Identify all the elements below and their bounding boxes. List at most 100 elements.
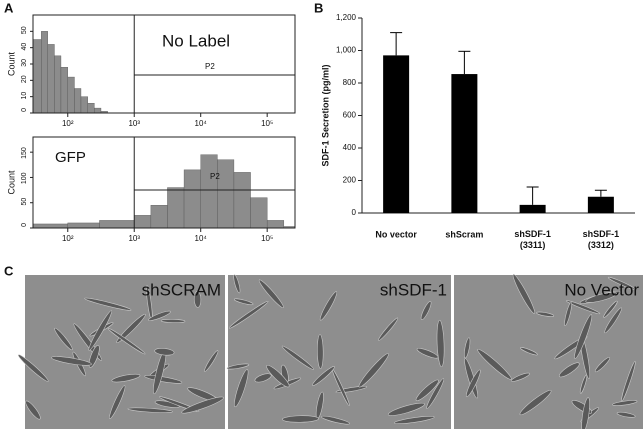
cell — [585, 292, 618, 303]
histogram-bar — [47, 44, 55, 114]
cell — [109, 385, 126, 419]
x-tick-label: 10⁴ — [195, 234, 208, 243]
x-tick-label: 10⁵ — [261, 234, 273, 243]
cell — [281, 345, 314, 370]
plot-frame — [32, 136, 296, 229]
image-label: shSDF-1 — [380, 280, 447, 299]
histogram-bar — [167, 187, 185, 229]
cell — [18, 354, 49, 382]
histogram-bar — [32, 39, 42, 114]
y-tick-label: 20 — [21, 75, 28, 83]
cell — [254, 373, 272, 383]
cell — [558, 362, 580, 378]
cell — [536, 311, 555, 317]
image-label: shSCRAM — [142, 280, 221, 299]
image-label: No Vector — [564, 280, 639, 299]
y-tick-label: 800 — [343, 78, 357, 87]
y-tick-label: 1,000 — [336, 46, 357, 55]
cell — [228, 300, 269, 329]
y-tick-label: 50 — [21, 26, 28, 34]
panel-label: C — [4, 263, 14, 278]
y-tick-label: 30 — [21, 59, 28, 67]
cell — [477, 348, 512, 380]
y-tick-label: 0 — [352, 208, 357, 217]
histogram-bar — [200, 154, 218, 229]
cell — [519, 389, 552, 416]
cell — [581, 397, 590, 429]
cell — [84, 297, 132, 311]
cell — [511, 372, 530, 382]
panel-label: A — [4, 0, 14, 15]
histogram-bar — [94, 107, 102, 114]
cell — [319, 291, 338, 321]
cell — [520, 347, 538, 356]
x-tick-label: 10⁴ — [195, 119, 208, 128]
micrograph — [25, 275, 225, 429]
cell — [54, 327, 73, 351]
x-tick-label: 10² — [62, 234, 74, 243]
cell — [393, 415, 435, 425]
cell — [604, 307, 622, 334]
cell — [465, 369, 481, 397]
cell — [282, 415, 319, 423]
cell — [160, 319, 186, 324]
cell — [579, 374, 588, 394]
y-tick-label: 0 — [21, 108, 28, 112]
cell — [316, 334, 324, 369]
cell — [25, 400, 41, 420]
histogram-bar — [233, 172, 251, 229]
cell — [464, 337, 471, 359]
cell — [426, 378, 445, 409]
bar — [451, 74, 478, 213]
x-tick-label: 10³ — [128, 234, 140, 243]
cell — [607, 276, 635, 290]
gate-label: P2 — [210, 172, 220, 181]
histogram-bar — [217, 159, 235, 229]
histogram-bar — [41, 31, 48, 114]
histogram-bar — [60, 67, 68, 114]
cell — [226, 363, 250, 370]
cell — [574, 314, 593, 359]
cell — [88, 310, 113, 351]
cell — [320, 415, 351, 425]
histogram-bar — [54, 55, 62, 114]
cell — [154, 347, 175, 356]
micrograph — [228, 275, 451, 429]
cell — [88, 345, 100, 368]
cell — [233, 274, 241, 294]
y-tick-label: 600 — [343, 111, 357, 120]
y-tick-label: 100 — [21, 172, 28, 184]
y-tick-label: 200 — [343, 176, 357, 185]
micrograph — [454, 275, 643, 429]
cell — [107, 327, 146, 355]
bar — [383, 55, 410, 213]
x-tick-label: shScram — [445, 229, 483, 239]
cell — [148, 310, 171, 321]
histogram-title: GFP — [55, 149, 86, 166]
y-tick-label: 400 — [343, 143, 357, 152]
gate-label: P2 — [205, 62, 215, 71]
cell — [565, 300, 601, 315]
y-tick-label: 1,200 — [336, 13, 357, 22]
bar — [519, 204, 546, 213]
cell — [233, 298, 254, 305]
histogram-title: No Label — [162, 31, 230, 50]
y-tick-label: 40 — [21, 43, 28, 51]
y-axis-label: SDF-1 Secretion (pg/ml) — [320, 64, 330, 166]
cell — [234, 369, 249, 408]
cell — [181, 396, 224, 414]
cell — [603, 300, 618, 318]
y-tick-label: 50 — [21, 198, 28, 206]
histogram-bar — [183, 169, 201, 229]
x-tick-label: 10⁵ — [261, 119, 273, 128]
cell — [616, 411, 636, 418]
cell — [258, 279, 284, 309]
bar — [587, 196, 614, 213]
cell — [193, 290, 202, 308]
cell — [436, 319, 445, 368]
histogram-bar — [32, 223, 68, 229]
y-axis-label: Count — [6, 170, 16, 195]
histogram-bar — [67, 76, 75, 114]
cell — [204, 350, 219, 372]
y-tick-label: 10 — [21, 92, 28, 100]
